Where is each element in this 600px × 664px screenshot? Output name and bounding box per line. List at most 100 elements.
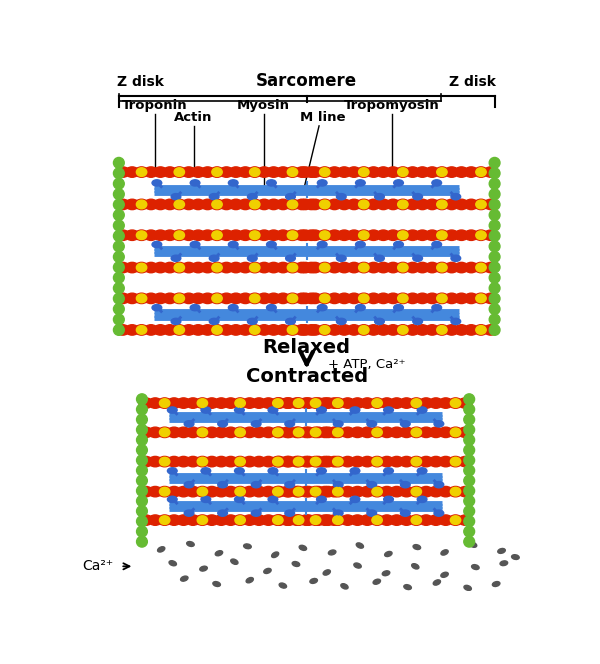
Ellipse shape <box>205 427 219 438</box>
Ellipse shape <box>445 230 458 240</box>
Ellipse shape <box>451 516 461 525</box>
Ellipse shape <box>376 262 390 273</box>
Ellipse shape <box>484 167 497 177</box>
Ellipse shape <box>252 487 266 497</box>
Ellipse shape <box>266 293 281 303</box>
Ellipse shape <box>191 325 205 335</box>
Ellipse shape <box>321 456 335 467</box>
Ellipse shape <box>238 293 252 303</box>
Ellipse shape <box>474 199 488 210</box>
Ellipse shape <box>341 456 355 467</box>
Ellipse shape <box>337 293 351 303</box>
Ellipse shape <box>484 199 497 210</box>
Ellipse shape <box>398 200 408 208</box>
Circle shape <box>464 445 475 456</box>
Ellipse shape <box>435 167 449 177</box>
Ellipse shape <box>292 562 300 566</box>
Ellipse shape <box>373 579 380 584</box>
Circle shape <box>113 283 124 293</box>
Ellipse shape <box>182 230 196 240</box>
Ellipse shape <box>432 242 442 248</box>
Ellipse shape <box>321 398 335 408</box>
Ellipse shape <box>396 262 410 273</box>
Ellipse shape <box>367 199 380 210</box>
Ellipse shape <box>172 325 186 335</box>
Ellipse shape <box>148 515 162 525</box>
Ellipse shape <box>464 293 478 303</box>
Ellipse shape <box>374 255 385 262</box>
Ellipse shape <box>293 516 304 525</box>
Ellipse shape <box>174 325 184 334</box>
Ellipse shape <box>383 496 394 503</box>
Ellipse shape <box>308 199 322 210</box>
Ellipse shape <box>318 398 332 408</box>
Ellipse shape <box>152 305 162 311</box>
Ellipse shape <box>299 456 313 467</box>
Ellipse shape <box>449 398 463 408</box>
Ellipse shape <box>374 318 385 325</box>
Ellipse shape <box>174 200 184 208</box>
Ellipse shape <box>212 263 222 272</box>
Ellipse shape <box>449 456 463 467</box>
Ellipse shape <box>186 398 200 408</box>
Ellipse shape <box>248 325 262 335</box>
Ellipse shape <box>396 167 410 177</box>
Ellipse shape <box>163 199 177 210</box>
Ellipse shape <box>310 578 317 584</box>
Ellipse shape <box>435 199 449 210</box>
Ellipse shape <box>290 515 304 525</box>
Ellipse shape <box>437 231 447 240</box>
Ellipse shape <box>214 487 228 497</box>
Ellipse shape <box>134 293 148 303</box>
Ellipse shape <box>361 487 374 497</box>
Ellipse shape <box>190 242 200 248</box>
Ellipse shape <box>394 180 403 186</box>
Ellipse shape <box>220 199 233 210</box>
Ellipse shape <box>200 293 215 303</box>
Ellipse shape <box>308 325 322 335</box>
Ellipse shape <box>308 167 322 177</box>
Ellipse shape <box>411 487 422 496</box>
Ellipse shape <box>464 325 478 335</box>
Ellipse shape <box>308 515 323 525</box>
Ellipse shape <box>445 199 458 210</box>
Ellipse shape <box>400 427 413 438</box>
Ellipse shape <box>231 559 238 564</box>
Ellipse shape <box>158 427 172 438</box>
Ellipse shape <box>437 168 447 177</box>
Circle shape <box>113 189 124 200</box>
Ellipse shape <box>451 457 461 466</box>
Ellipse shape <box>220 230 233 240</box>
Ellipse shape <box>210 262 224 273</box>
Ellipse shape <box>406 293 419 303</box>
Ellipse shape <box>139 456 153 467</box>
Ellipse shape <box>266 199 281 210</box>
Ellipse shape <box>476 294 486 303</box>
Ellipse shape <box>359 325 369 334</box>
Ellipse shape <box>464 230 478 240</box>
Ellipse shape <box>318 199 332 210</box>
Ellipse shape <box>276 230 290 240</box>
Ellipse shape <box>287 168 298 177</box>
Ellipse shape <box>359 263 369 272</box>
Ellipse shape <box>328 167 341 177</box>
Ellipse shape <box>182 199 196 210</box>
Ellipse shape <box>210 199 224 210</box>
Ellipse shape <box>196 427 209 438</box>
Ellipse shape <box>356 242 365 248</box>
Ellipse shape <box>356 543 364 548</box>
Ellipse shape <box>190 305 200 311</box>
Ellipse shape <box>218 510 227 517</box>
Ellipse shape <box>512 554 519 560</box>
Ellipse shape <box>282 487 296 497</box>
Ellipse shape <box>435 230 449 240</box>
Ellipse shape <box>304 230 318 240</box>
Text: Sarcomere: Sarcomere <box>256 72 357 90</box>
Ellipse shape <box>361 398 374 408</box>
Ellipse shape <box>272 398 286 408</box>
Ellipse shape <box>372 457 382 466</box>
Ellipse shape <box>163 167 177 177</box>
Ellipse shape <box>317 305 327 311</box>
Ellipse shape <box>474 262 488 273</box>
Ellipse shape <box>415 293 430 303</box>
